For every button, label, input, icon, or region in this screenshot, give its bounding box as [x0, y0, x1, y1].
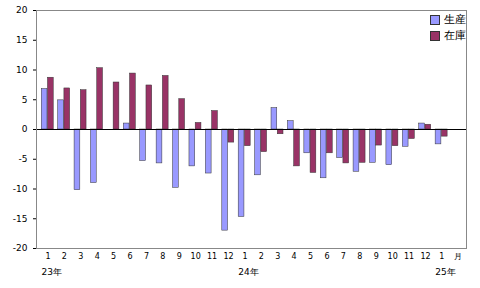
- svg-text:2: 2: [62, 252, 67, 261]
- svg-text:23年: 23年: [41, 267, 61, 277]
- svg-text:7: 7: [341, 252, 346, 261]
- svg-text:5: 5: [111, 252, 116, 261]
- svg-text:1: 1: [45, 252, 50, 261]
- svg-text:8: 8: [357, 252, 362, 261]
- svg-text:4: 4: [292, 252, 297, 261]
- svg-text:12: 12: [223, 252, 233, 261]
- html-text:生産: 生産: [444, 13, 466, 26]
- svg-text:24年: 24年: [238, 267, 258, 277]
- svg-text:6: 6: [324, 252, 329, 261]
- svg-text:5: 5: [308, 252, 313, 261]
- svg-text:25年: 25年: [435, 267, 455, 277]
- svg-text:11: 11: [207, 252, 217, 261]
- svg-text:4: 4: [95, 252, 100, 261]
- html-text:在庫: 在庫: [444, 29, 466, 42]
- svg-text:10: 10: [191, 252, 201, 261]
- svg-text:5: 5: [22, 95, 28, 105]
- svg-text:3: 3: [78, 252, 83, 261]
- svg-text:-15: -15: [13, 214, 28, 224]
- svg-text:8: 8: [160, 252, 165, 261]
- svg-text:-5: -5: [19, 154, 28, 164]
- svg-text:6: 6: [128, 252, 133, 261]
- svg-text:12: 12: [420, 252, 430, 261]
- svg-text:-10: -10: [13, 184, 28, 194]
- svg-text:11: 11: [404, 252, 414, 261]
- svg-text:1: 1: [439, 252, 444, 261]
- svg-text:9: 9: [374, 252, 379, 261]
- svg-text:10: 10: [16, 65, 28, 75]
- svg-text:15: 15: [16, 35, 27, 45]
- svg-text:20: 20: [16, 5, 28, 15]
- svg-text:2: 2: [259, 252, 264, 261]
- svg-text:7: 7: [144, 252, 149, 261]
- svg-text:1: 1: [242, 252, 247, 261]
- svg-text:-20: -20: [13, 243, 28, 253]
- svg-text:3: 3: [275, 252, 280, 261]
- svg-text:0: 0: [22, 124, 28, 134]
- svg-text:9: 9: [177, 252, 182, 261]
- svg-text:月: 月: [454, 252, 462, 261]
- svg-text:10: 10: [388, 252, 398, 261]
